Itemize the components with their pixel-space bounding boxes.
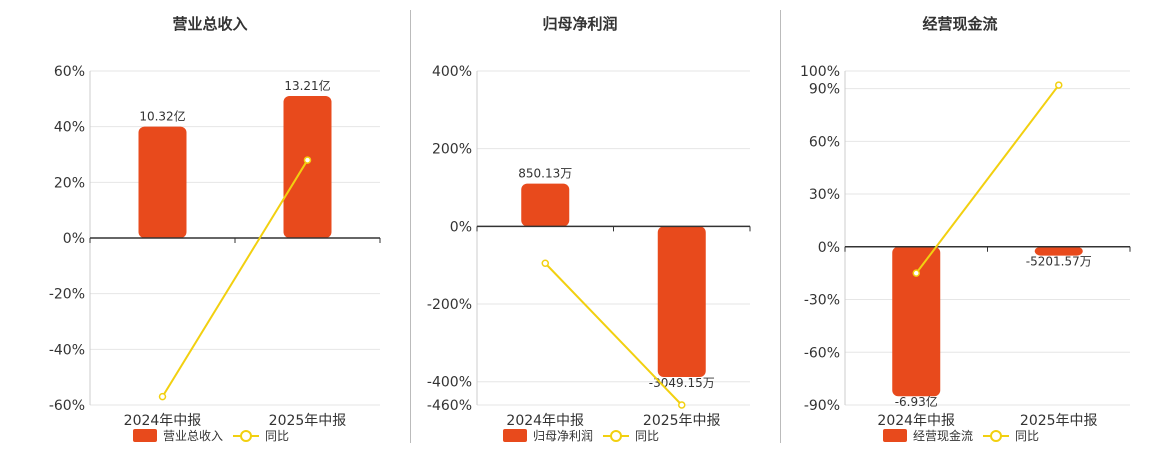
legend-bar-label: 归母净利润 [533,429,593,443]
legend: 营业总收入 同比 [133,429,289,443]
y-tick-label: 90% [809,82,840,98]
bar-value-label: -3049.15万 [649,376,715,390]
y-tick-label: 400% [432,64,472,80]
x-tick-label: 2024年中报 [877,413,955,429]
x-tick-label: 2025年中报 [269,413,347,429]
x-tick-label: 2025年中报 [1020,413,1098,429]
y-tick-label: 60% [54,64,85,80]
x-tick-label: 2024年中报 [124,413,202,429]
bar-value-label: 850.13万 [518,167,572,181]
y-tick-label: -40% [49,342,85,358]
yoy-line [544,262,683,406]
legend-line-marker [610,430,622,442]
legend-line-label: 同比 [635,429,659,443]
y-tick-label: -60% [804,345,840,361]
yoy-point [1055,81,1063,89]
bar [1034,246,1083,256]
y-tick-label: 0% [818,240,840,256]
y-tick-label: -90% [804,398,840,414]
chart-title: 经营现金流 [922,15,997,33]
legend-bar-swatch [883,429,907,442]
y-tick-label: -200% [427,297,472,313]
legend: 归母净利润 同比 [503,429,659,443]
legend-bar-swatch [503,429,527,442]
y-tick-label: -400% [427,375,472,391]
legend-line-marker [240,430,252,442]
bar [138,126,187,238]
yoy-point [678,401,686,409]
bar [283,96,332,238]
y-tick-label: -30% [804,293,840,309]
chart-panel-3: 经营现金流 100% 90% 60% 30% 0% -30% -60% -90% -6.93亿 -5… [800,15,1131,443]
legend-bar-label: 经营现金流 [913,428,973,443]
bar [657,226,706,378]
legend-line-label: 同比 [1015,429,1039,443]
y-tick-label: -20% [49,287,85,303]
chart-title: 归母净利润 [542,15,617,33]
legend-bar-swatch [133,429,157,442]
y-tick-label: 200% [432,142,472,158]
yoy-point [158,392,167,401]
legend: 经营现金流 同比 [883,428,1039,443]
chart-title: 营业总收入 [172,15,247,33]
yoy-point [303,156,312,164]
panel-divider [780,10,781,443]
chart-panel-1: 营业总收入 60% 40% 20% 0% -20% -40% -60% 10.32亿 13.21亿… [49,15,381,443]
panel-divider [410,10,411,443]
y-tick-label: -460% [427,398,472,414]
chart-panel-2: 归母净利润 400% 200% 0% -200% -400% -460% 850.13万 -30… [427,15,751,443]
bar [892,246,941,397]
yoy-line [161,159,309,398]
bar-value-label: -6.93亿 [895,394,938,409]
y-tick-label: 100% [800,64,840,80]
y-tick-label: 40% [54,120,85,136]
y-tick-label: 30% [809,187,840,203]
x-tick-label: 2025年中报 [643,413,721,429]
legend-line-label: 同比 [265,429,289,443]
bar-value-label: 13.21亿 [284,78,330,93]
x-tick-label: 2024年中报 [506,413,584,429]
yoy-point [912,269,920,277]
y-tick-label: 20% [54,175,85,191]
yoy-line [915,84,1060,274]
legend-line-marker [990,430,1002,442]
legend-bar-label: 营业总收入 [163,429,223,443]
y-tick-label: 0% [450,219,472,235]
bar [521,183,570,227]
bar-value-label: -5201.57万 [1026,255,1092,269]
y-tick-label: 0% [63,231,85,247]
y-tick-label: 60% [809,134,840,150]
bar-value-label: 10.32亿 [139,109,185,124]
yoy-point [541,259,549,267]
y-tick-label: -60% [49,398,85,414]
